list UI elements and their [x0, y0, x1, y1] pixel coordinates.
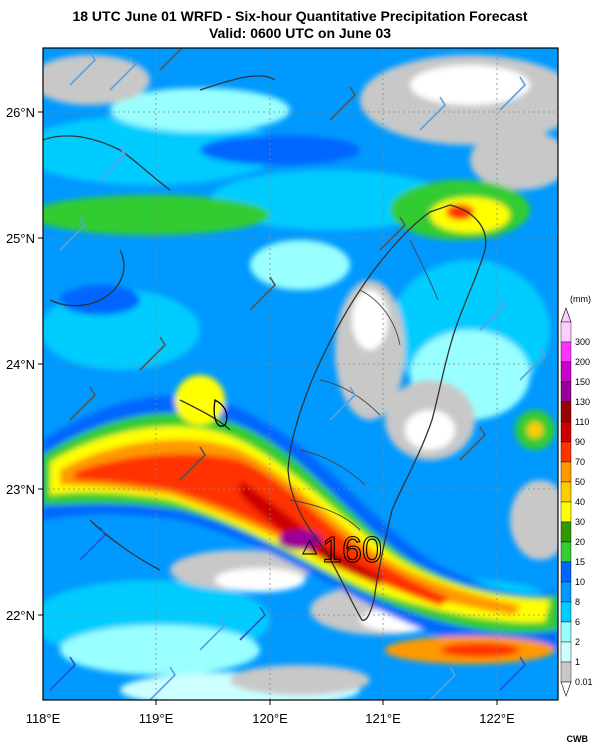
lat-label: 24°N	[6, 357, 35, 372]
legend-color-bar	[560, 307, 572, 697]
lon-label: 121°E	[365, 711, 401, 726]
wind-barbs	[49, 48, 547, 700]
legend-swatch	[560, 341, 572, 363]
precipitation-field	[43, 48, 558, 700]
map-title: 18 UTC June 01 WRFD - Six-hour Quantitat…	[72, 8, 528, 24]
longitude-axis: 118°E 119°E 120°E 121°E 122°E	[26, 711, 515, 726]
legend-level-label: 150	[575, 377, 590, 387]
legend-swatch	[560, 441, 572, 463]
legend-level-label: 2	[575, 637, 580, 647]
penghu-outline	[213, 399, 228, 427]
legend-level-label: 6	[575, 617, 580, 627]
plot-frame	[42, 47, 559, 701]
legend-level-label: 30	[575, 517, 585, 527]
legend-level-label: 200	[575, 357, 590, 367]
legend-swatch	[560, 641, 572, 663]
axis-ticks	[38, 111, 498, 705]
lat-label: 22°N	[6, 608, 35, 623]
legend-level-label: 50	[575, 477, 585, 487]
lat-label: 26°N	[6, 105, 35, 120]
legend-level-label: 1	[575, 657, 580, 667]
legend-level-label: 8	[575, 597, 580, 607]
legend-swatch	[560, 561, 572, 583]
legend-swatch	[560, 581, 572, 603]
legend-swatch	[560, 321, 572, 343]
lon-label: 119°E	[139, 711, 174, 726]
legend-swatch	[560, 601, 572, 623]
legend-swatch	[560, 481, 572, 503]
legend-swatch	[560, 361, 572, 383]
legend-swatch	[560, 521, 572, 543]
lat-label: 25°N	[6, 231, 35, 246]
legend-swatch	[560, 621, 572, 643]
lat-label: 23°N	[6, 482, 35, 497]
credit-label: CWB	[566, 734, 589, 744]
legend-swatch	[560, 401, 572, 423]
legend-swatch	[560, 541, 572, 563]
precipitation-legend: (mm) 300 200 150 130 110 90 70 50 40 30 20 15 10 8 6 2 1…	[560, 294, 593, 697]
legend-level-label: 40	[575, 497, 585, 507]
lon-label: 118°E	[26, 711, 61, 726]
legend-swatch	[560, 381, 572, 403]
max-value-label: 160	[322, 529, 382, 570]
china-coast	[43, 75, 276, 571]
legend-level-label: 15	[575, 557, 585, 567]
map-subtitle: Valid: 0600 UTC on June 03	[208, 25, 392, 41]
legend-level-label: 0.01	[575, 677, 593, 687]
legend-level-label: 300	[575, 337, 590, 347]
latitude-axis: 26°N 25°N 24°N 23°N 22°N	[6, 105, 35, 623]
legend-level-label: 20	[575, 537, 585, 547]
legend-level-label: 90	[575, 437, 585, 447]
legend-level-label: 10	[575, 577, 585, 587]
lon-label: 120°E	[252, 711, 288, 726]
legend-swatch	[560, 501, 572, 523]
legend-level-label: 130	[575, 397, 590, 407]
legend-swatch	[560, 661, 572, 683]
taiwan-outline	[287, 204, 487, 621]
legend-swatch	[560, 421, 572, 443]
legend-top-arrow	[560, 307, 572, 323]
legend-unit: (mm)	[570, 294, 591, 304]
max-marker-triangle: △	[302, 535, 318, 557]
max-rainfall-annotation: △ 160	[302, 528, 383, 570]
legend-bottom-arrow	[560, 681, 572, 697]
legend-swatch	[560, 461, 572, 483]
graticule	[43, 48, 558, 700]
legend-level-label: 110	[575, 417, 589, 427]
legend-level-label: 70	[575, 457, 585, 467]
legend-labels: 300 200 150 130 110 90 70 50 40 30 20 15 10 8 6 2 1 0.01	[575, 337, 593, 687]
lon-label: 122°E	[479, 711, 515, 726]
